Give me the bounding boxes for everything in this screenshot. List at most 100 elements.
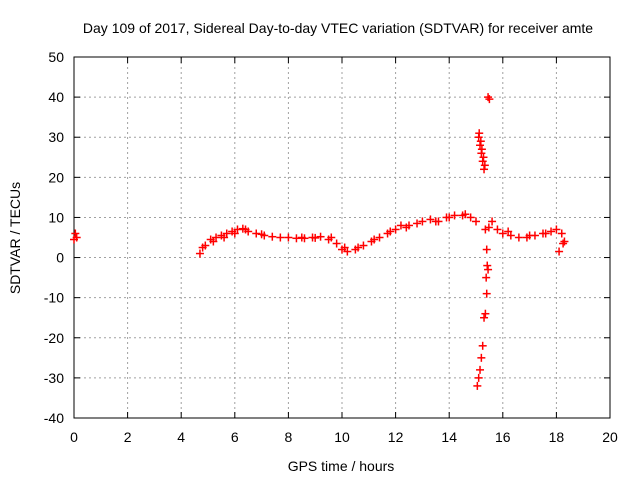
data-point [284, 233, 293, 242]
y-axis-label: SDTVAR / TECUs [7, 182, 23, 294]
y-tick-label: 50 [48, 49, 64, 65]
data-point [482, 245, 491, 254]
data-point [311, 233, 320, 242]
data-point [252, 229, 261, 238]
x-axis-label: GPS time / hours [288, 458, 395, 474]
data-point [418, 217, 427, 226]
data-point [547, 227, 556, 236]
data-point [431, 217, 440, 226]
x-tick-label: 10 [334, 429, 350, 445]
data-point [478, 157, 487, 166]
data-point [450, 211, 459, 220]
data-point [257, 230, 266, 239]
data-point [413, 219, 422, 228]
data-point [466, 213, 475, 222]
x-tick-label: 8 [285, 429, 293, 445]
x-tick-label: 16 [495, 429, 511, 445]
data-point [370, 235, 379, 244]
data-point [445, 213, 454, 222]
data-point [484, 223, 493, 232]
data-point [514, 233, 523, 242]
y-tick-label: 40 [48, 89, 64, 105]
y-tick-label: 0 [56, 250, 64, 266]
x-tick-label: 18 [549, 429, 565, 445]
data-point [480, 161, 489, 170]
data-point [276, 233, 285, 242]
data-point [541, 229, 550, 238]
data-point [498, 229, 507, 238]
x-tick-label: 12 [388, 429, 404, 445]
data-point [481, 309, 490, 318]
data-point [478, 341, 487, 350]
data-point [354, 243, 363, 252]
data-point [396, 221, 405, 230]
data-point [332, 239, 341, 248]
x-tick-label: 0 [70, 429, 78, 445]
data-point [506, 231, 515, 240]
data-point [292, 234, 301, 243]
data-point [482, 289, 491, 298]
data-point [375, 233, 384, 242]
x-tick-label: 4 [177, 429, 185, 445]
y-tick-label: 10 [48, 209, 64, 225]
chart-title: Day 109 of 2017, Sidereal Day-to-day VTE… [83, 20, 593, 36]
data-point [552, 225, 561, 234]
y-tick-label: -30 [44, 370, 64, 386]
data-point [476, 141, 485, 150]
data-point [476, 365, 485, 374]
data-point [472, 217, 480, 226]
data-point [212, 233, 221, 242]
y-tick-label: 20 [48, 169, 64, 185]
data-point [476, 137, 485, 146]
data-point [268, 232, 277, 241]
data-point [316, 232, 325, 241]
data-point [340, 243, 349, 252]
x-tick-label: 20 [602, 429, 618, 445]
data-point [484, 265, 493, 274]
data-point [557, 229, 566, 238]
data-point [482, 273, 491, 282]
data-point [297, 233, 306, 242]
data-point [480, 165, 489, 174]
x-tick-label: 6 [231, 429, 239, 445]
tick-layer: 0 2 4 6 8 10 12 14 16 18 20 -40 -30 -20 -10 0 10 20 30 40 50 [44, 49, 618, 445]
data-point [555, 247, 564, 256]
data-point [474, 373, 483, 382]
data-point [72, 233, 81, 242]
data-point [222, 229, 231, 238]
data-point [241, 225, 250, 234]
data-point [327, 233, 336, 242]
data-point [233, 225, 242, 234]
data-point [477, 353, 486, 362]
data-point [230, 229, 239, 238]
data-point [525, 231, 534, 240]
data-point [198, 243, 207, 252]
data-point [209, 237, 218, 246]
data-point [493, 225, 502, 234]
marks-layer [70, 93, 569, 390]
data-point [485, 95, 494, 104]
data-point [475, 129, 484, 138]
data-point [391, 225, 400, 234]
data-point [426, 215, 435, 224]
x-tick-label: 2 [124, 429, 132, 445]
data-point [488, 217, 497, 226]
data-point [402, 223, 411, 232]
grid-layer [74, 57, 610, 418]
data-point [559, 239, 568, 248]
data-point [480, 313, 489, 322]
x-tick-label: 14 [441, 429, 457, 445]
data-point [220, 233, 229, 242]
data-point [343, 247, 352, 256]
data-point [195, 249, 204, 258]
data-point [479, 153, 488, 162]
y-tick-label: 30 [48, 129, 64, 145]
y-tick-label: -20 [44, 330, 64, 346]
data-point [461, 210, 470, 219]
data-point [504, 227, 513, 236]
data-point [386, 227, 395, 236]
data-point [359, 241, 368, 250]
y-tick-label: -10 [44, 290, 64, 306]
